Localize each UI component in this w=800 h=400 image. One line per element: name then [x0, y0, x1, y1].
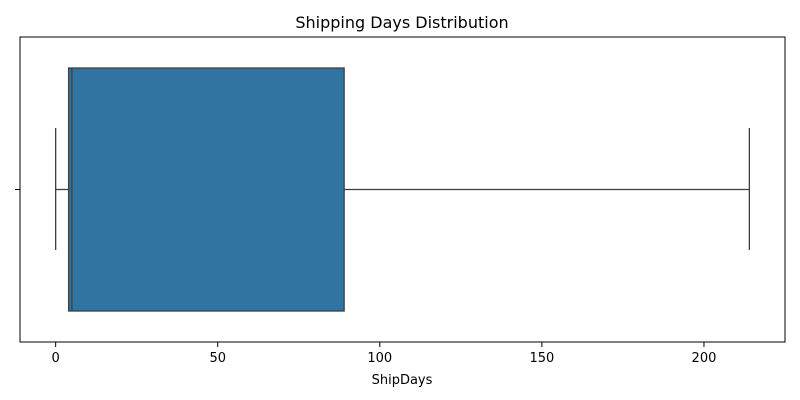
iqr-box — [67, 67, 345, 312]
x-tick-label: 50 — [209, 351, 226, 366]
x-tick-label: 150 — [529, 351, 554, 366]
x-tick-label: 200 — [692, 351, 717, 366]
x-tick-label: 100 — [367, 351, 392, 366]
x-axis-ticks: 0 50 100 150 200 — [52, 342, 717, 366]
x-axis-label: ShipDays — [372, 373, 433, 388]
chart-title: Shipping Days Distribution — [295, 13, 508, 32]
box-plot — [55, 67, 750, 312]
x-tick-label: 0 — [52, 351, 60, 366]
